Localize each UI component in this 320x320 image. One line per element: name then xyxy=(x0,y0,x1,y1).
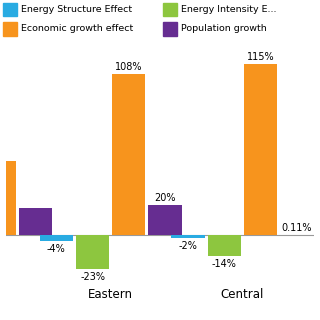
Text: 115%: 115% xyxy=(247,52,274,62)
Text: 20%: 20% xyxy=(154,193,176,203)
Bar xyxy=(244,64,277,235)
Bar xyxy=(148,205,181,235)
Bar xyxy=(172,235,204,238)
Text: 108%: 108% xyxy=(115,62,142,72)
Bar xyxy=(112,74,145,235)
Text: Eastern: Eastern xyxy=(88,288,133,301)
Bar xyxy=(40,235,73,241)
Bar xyxy=(0,161,16,235)
Text: -14%: -14% xyxy=(212,259,236,269)
Text: Energy Intensity E...: Energy Intensity E... xyxy=(181,5,277,14)
Text: Central: Central xyxy=(220,288,264,301)
Bar xyxy=(76,235,109,269)
Text: Population growth: Population growth xyxy=(181,24,267,33)
Text: -4%: -4% xyxy=(47,244,66,254)
Text: 0.11%: 0.11% xyxy=(281,222,312,233)
Text: -23%: -23% xyxy=(80,272,105,282)
Text: -2%: -2% xyxy=(179,241,197,251)
Bar xyxy=(208,235,241,256)
Text: Economic growth effect: Economic growth effect xyxy=(21,24,134,33)
Bar xyxy=(19,208,52,235)
Text: Energy Structure Effect: Energy Structure Effect xyxy=(21,5,132,14)
